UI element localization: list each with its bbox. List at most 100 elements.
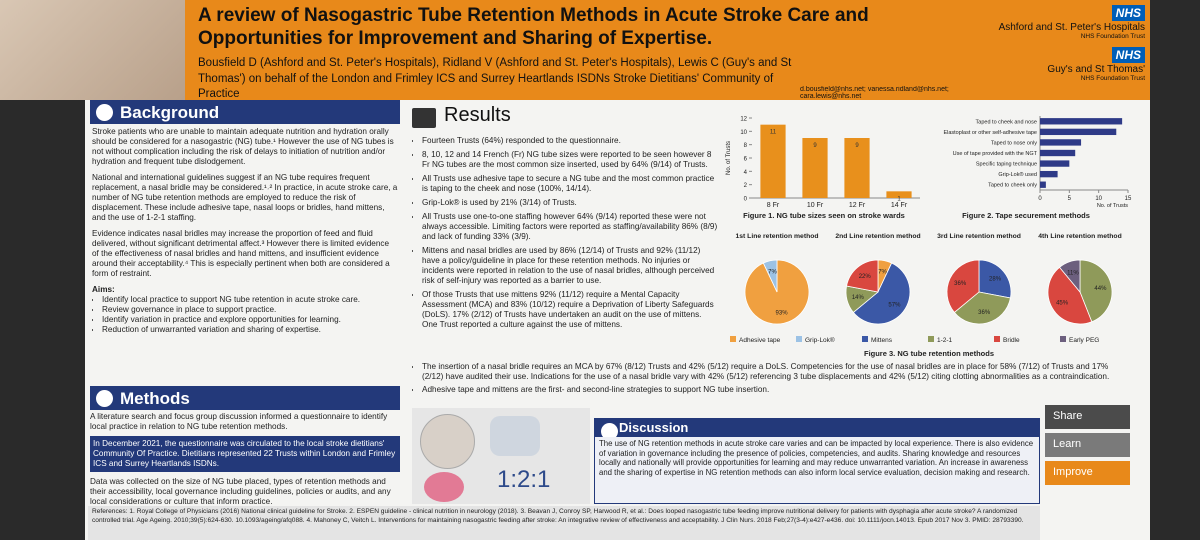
trust-type: NHS Foundation Trust: [1080, 33, 1145, 40]
header-photo: [0, 0, 185, 100]
y-axis-label: No. of Trusts: [726, 141, 732, 175]
pie-slice: [846, 259, 879, 293]
x-tick-label: 5: [1068, 196, 1072, 202]
paragraph: In December 2021, the questionnaire was …: [90, 436, 400, 472]
face-icon: [420, 414, 475, 469]
slice-label: 7%: [878, 270, 887, 276]
x-tick-label: 0: [1038, 196, 1042, 202]
bar-label: 9: [813, 143, 817, 149]
category-label: Grip-Lok® used: [998, 171, 1037, 178]
pie-title: 4th Line retention method: [1038, 233, 1121, 240]
category-label: Taped to cheek only: [988, 183, 1037, 189]
legend-swatch: [1060, 336, 1066, 342]
x-tick-label: 14 Fr: [891, 202, 908, 209]
bar: [844, 138, 870, 198]
legend-label: Bridle: [1003, 337, 1020, 344]
pie-slice: [1059, 259, 1081, 294]
paragraph: Data was collected on the size of NG tub…: [90, 477, 391, 504]
result: The insertion of a nasal bridle requires…: [422, 362, 1130, 382]
bar-label: 11: [770, 130, 777, 136]
aims-list: Identify local practice to support NG tu…: [92, 295, 398, 335]
category-label: Use of tape provided with the NGT: [953, 151, 1038, 157]
share-button: Share: [1045, 405, 1130, 429]
illustration: 1:2:1: [412, 408, 590, 504]
slice-label: 14%: [852, 295, 865, 301]
results-icon: [412, 108, 436, 128]
bar-label: 9: [855, 143, 859, 149]
result: Mittens and nasal bridles are used by 86…: [422, 246, 718, 286]
figure-title: Figure 3. NG tube retention methods: [864, 349, 994, 358]
figure-title: Figure 1. NG tube sizes seen on stroke w…: [743, 211, 905, 220]
pie-slice: [1079, 259, 1113, 323]
background-text: Stroke patients who are unable to mainta…: [92, 127, 398, 385]
references: References: 1. Royal College of Physicia…: [88, 506, 1040, 540]
pie-title: 1st Line retention method: [735, 233, 818, 240]
category-label: Taped to nose only: [991, 140, 1037, 146]
bar: [802, 138, 828, 198]
category-label: Taped to cheek and nose: [976, 119, 1037, 125]
tape-icon: [424, 472, 464, 502]
pie-slice: [978, 259, 1012, 299]
slice-label: 7%: [768, 270, 777, 276]
discussion-heading: Discussion: [595, 419, 1039, 437]
mitten-icon: [490, 416, 540, 456]
legend-label: Grip-Lok®: [805, 336, 835, 344]
results-title: Results: [444, 104, 511, 126]
bar: [886, 191, 912, 198]
methods-text: A literature search and focus group disc…: [90, 412, 400, 504]
y-tick-label: 0: [744, 197, 748, 203]
result: 8, 10, 12 and 14 French (Fr) NG tube siz…: [422, 150, 718, 170]
aim: Identify local practice to support NG tu…: [102, 295, 398, 305]
title: A review of Nasogastric Tube Retention M…: [198, 5, 869, 50]
category-label: Specific taping technique: [976, 162, 1037, 168]
y-tick-label: 8: [744, 143, 748, 149]
emails: d.bousfield@nhs.net; vanessa.ridland@nhs…: [800, 86, 949, 100]
slice-label: 28%: [989, 277, 1002, 283]
slice-label: 36%: [954, 281, 967, 287]
y-tick-label: 2: [744, 183, 748, 189]
x-axis-label: No. of Trusts: [1097, 203, 1128, 209]
results-heading: Results: [410, 104, 710, 132]
pie-title: 2nd Line retention method: [835, 233, 920, 240]
methods-heading: Methods: [90, 386, 400, 410]
bar: [1040, 149, 1076, 157]
y-tick-label: 12: [740, 117, 747, 123]
y-tick-label: 4: [744, 170, 748, 176]
legend-label: Mittens: [871, 337, 893, 344]
aim: Identify variation in practice and explo…: [102, 315, 398, 325]
x-tick-label: 10 Fr: [807, 202, 824, 209]
bar: [1040, 139, 1082, 146]
paragraph: A literature search and focus group disc…: [90, 412, 388, 431]
result: Adhesive tape and mittens are the first-…: [422, 385, 1130, 395]
paragraph: National and international guidelines su…: [92, 173, 398, 222]
result: All Trusts use one-to-one staffing howev…: [422, 212, 718, 242]
discussion-text: The use of NG retention methods in acute…: [599, 439, 1034, 478]
slice-label: 11%: [1067, 270, 1079, 276]
legend-label: 1-2-1: [937, 337, 953, 344]
bar: [1040, 181, 1046, 188]
authors: Bousfield D (Ashford and St. Peter's Hos…: [198, 57, 792, 100]
results-list: Fourteen Trusts (64%) responded to the q…: [412, 136, 718, 330]
x-tick-label: 8 Fr: [767, 202, 780, 209]
pie-slice: [946, 259, 980, 313]
pie-title: 3rd Line retention method: [937, 233, 1021, 240]
legend-swatch: [862, 336, 868, 342]
slice-label: 22%: [859, 274, 872, 280]
results-wide-text: The insertion of a nasal bridle requires…: [412, 362, 1130, 406]
bar: [760, 124, 786, 198]
x-tick-label: 15: [1125, 196, 1132, 202]
legend-swatch: [796, 336, 802, 342]
pie-slice: [762, 259, 778, 293]
figure-1: 0 2 4 6 8 10 12 No. of Trusts 11 8 Fr 9 10 Fr 9 12 Fr…: [726, 117, 920, 220]
paragraph: Stroke patients who are unable to mainta…: [92, 127, 394, 166]
slice-label: 45%: [1056, 301, 1069, 307]
nhs-mark: NHS: [1111, 5, 1145, 21]
results-wide-list: The insertion of a nasal bridle requires…: [412, 362, 1130, 395]
result: Of those Trusts that use mittens 92% (11…: [422, 290, 718, 330]
trust-name: Guy's and St Thomas': [1047, 64, 1145, 75]
logo: NHS Ashford and St. Peter's Hospitals NHS …: [980, 4, 1145, 40]
slice-label: 36%: [978, 310, 991, 316]
bar: [1040, 160, 1070, 167]
